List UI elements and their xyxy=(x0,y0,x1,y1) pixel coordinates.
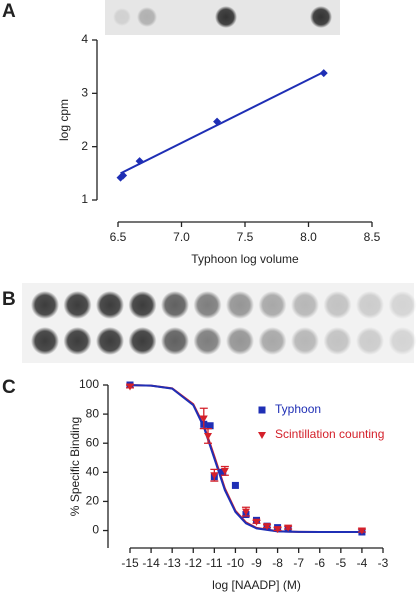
x-tick-label: 7.5 xyxy=(237,230,254,244)
legend-marker xyxy=(258,406,266,414)
x-tick-label: 7.0 xyxy=(173,230,190,244)
point xyxy=(213,117,222,126)
panel-label: C xyxy=(2,377,16,398)
y-tick-label: 2 xyxy=(81,139,88,153)
x-tick-label: 6.5 xyxy=(110,230,127,244)
blot-dot xyxy=(388,291,417,319)
y-tick-label: 40 xyxy=(86,464,100,478)
point xyxy=(319,69,328,78)
blot-dot xyxy=(31,291,59,319)
fit-curve xyxy=(120,71,325,175)
x-tick-label: -10 xyxy=(227,556,245,570)
blot-dot xyxy=(258,327,287,355)
blot-dot xyxy=(356,327,384,355)
blot-dot xyxy=(128,291,157,319)
blot-dot xyxy=(161,327,189,355)
point xyxy=(220,467,229,475)
blot-dot xyxy=(96,327,124,355)
y-tick-label: 1 xyxy=(81,192,88,206)
y-axis-label: log cpm xyxy=(57,99,71,141)
y-axis-label: % Specific Binding xyxy=(68,417,82,516)
point xyxy=(284,524,293,532)
blot-dot xyxy=(356,291,384,319)
point xyxy=(210,472,219,480)
y-tick-label: 80 xyxy=(86,406,100,420)
x-tick-label: -12 xyxy=(185,556,203,570)
x-tick-label: -11 xyxy=(206,556,223,570)
blot-dot xyxy=(291,327,319,355)
blot-dot xyxy=(63,291,92,319)
point xyxy=(273,526,282,534)
y-tick-label: 4 xyxy=(81,32,88,46)
y-tick-label: 20 xyxy=(86,494,100,508)
x-tick-label: -4 xyxy=(357,556,368,570)
point xyxy=(357,527,366,535)
fit-curve xyxy=(129,384,362,533)
x-tick-label: -9 xyxy=(251,556,262,570)
x-tick-label: -13 xyxy=(163,556,181,570)
blot-dot xyxy=(258,291,287,319)
point xyxy=(199,415,208,423)
x-tick-label: -15 xyxy=(121,556,139,570)
y-tick-label: 100 xyxy=(79,377,99,391)
y-tick-label: 0 xyxy=(92,523,99,537)
y-tick-label: 60 xyxy=(86,435,100,449)
point xyxy=(126,383,134,391)
blot-dot xyxy=(291,291,319,319)
blot-dot xyxy=(323,291,352,319)
x-tick-label: -6 xyxy=(314,556,325,570)
panel-label: A xyxy=(2,1,16,22)
blot-b xyxy=(22,283,417,363)
legend-label: Scintillation counting xyxy=(275,427,384,441)
point xyxy=(135,157,144,166)
x-tick-label: -14 xyxy=(142,556,160,570)
x-tick-label: -8 xyxy=(272,556,283,570)
point xyxy=(219,468,227,476)
y-tick-label: 3 xyxy=(81,86,88,100)
blot-dot xyxy=(193,327,222,355)
point xyxy=(206,422,214,430)
blot-a xyxy=(105,0,340,35)
x-axis-label: log [NAADP] (M) xyxy=(212,578,301,592)
blot-dot xyxy=(31,327,59,355)
blot-dot xyxy=(226,327,254,355)
x-tick-label: -3 xyxy=(378,556,389,570)
legend-label: Typhoon xyxy=(275,402,321,416)
blot-dot xyxy=(63,327,92,355)
point xyxy=(204,432,213,440)
blot-dot xyxy=(128,327,157,355)
blot-dot xyxy=(193,291,222,319)
point xyxy=(241,508,250,516)
blot-dot xyxy=(226,291,254,319)
point xyxy=(252,518,261,526)
blot-dot xyxy=(388,327,417,355)
panel-label: B xyxy=(2,289,16,310)
blot-dot xyxy=(96,291,124,319)
x-tick-label: 8.5 xyxy=(364,230,381,244)
legend-marker xyxy=(258,432,266,439)
x-axis-label: Typhoon log volume xyxy=(191,252,299,266)
x-tick-label: 8.0 xyxy=(300,230,317,244)
blot-dot xyxy=(161,291,189,319)
x-tick-label: -7 xyxy=(293,556,304,570)
blot-dot xyxy=(323,327,352,355)
x-tick-label: -5 xyxy=(335,556,346,570)
point xyxy=(231,481,239,489)
point xyxy=(263,523,272,531)
point xyxy=(119,171,128,180)
